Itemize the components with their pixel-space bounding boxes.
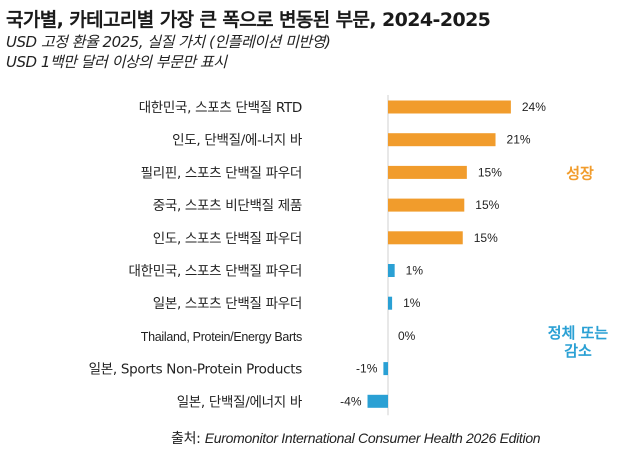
source-publication: Euromonitor International Consumer Healt… — [204, 430, 541, 446]
value-label: 1% — [403, 296, 421, 310]
group-label-decline: 감소 — [564, 342, 592, 360]
category-label: Thailand, Protein/Energy Barts — [141, 330, 302, 344]
category-label: 일본, 단백질/에너지 바 — [177, 394, 303, 410]
bar — [367, 394, 388, 408]
category-label: 일본, Sports Non-Protein Products — [89, 362, 303, 378]
value-label: -4% — [340, 394, 362, 408]
value-label: 24% — [522, 100, 546, 114]
group-label-decline: 정체 또는 — [548, 324, 609, 342]
value-label: 15% — [475, 198, 499, 212]
category-label: 필리핀, 스포츠 단백질 파우더 — [141, 165, 302, 181]
group-label-growth: 성장 — [566, 164, 594, 182]
category-label: 일본, 스포츠 단백질 파우더 — [153, 296, 302, 312]
value-label: 0% — [398, 329, 416, 343]
value-label: 15% — [474, 231, 498, 245]
category-label: 대한민국, 스포츠 단백질 파우더 — [128, 264, 302, 280]
category-label: 대한민국, 스포츠 단백질 RTD — [139, 100, 302, 116]
source-prefix: 출처: — [171, 431, 205, 447]
value-label: 21% — [507, 133, 531, 147]
category-label: 인도, 단백질/에-너지 바 — [172, 133, 303, 149]
bar — [388, 100, 511, 114]
value-label: -1% — [356, 362, 378, 376]
bar — [388, 133, 496, 147]
bar — [388, 165, 467, 179]
bar — [388, 264, 395, 277]
category-label: 중국, 스포츠 비단백질 제품 — [153, 198, 302, 214]
chart-subtitle-2: USD 1백만 달러 이상의 부문만 표시 — [6, 53, 227, 71]
category-label: 인도, 스포츠 단백질 파우더 — [153, 231, 302, 247]
value-label: 15% — [478, 165, 502, 179]
bar — [388, 231, 463, 245]
source-note: 출처: Euromonitor International Consumer H… — [171, 428, 541, 448]
bar — [388, 198, 465, 212]
chart-subtitle-1: USD 고정 환율 2025, 실질 가치 (인플레이션 미반영) — [6, 33, 331, 51]
chart-title: 국가별, 카테고리별 가장 큰 폭으로 변동된 부문, 2024-2025 — [6, 9, 491, 31]
value-label: 1% — [406, 264, 424, 278]
bar — [388, 296, 393, 310]
bar — [383, 362, 388, 376]
